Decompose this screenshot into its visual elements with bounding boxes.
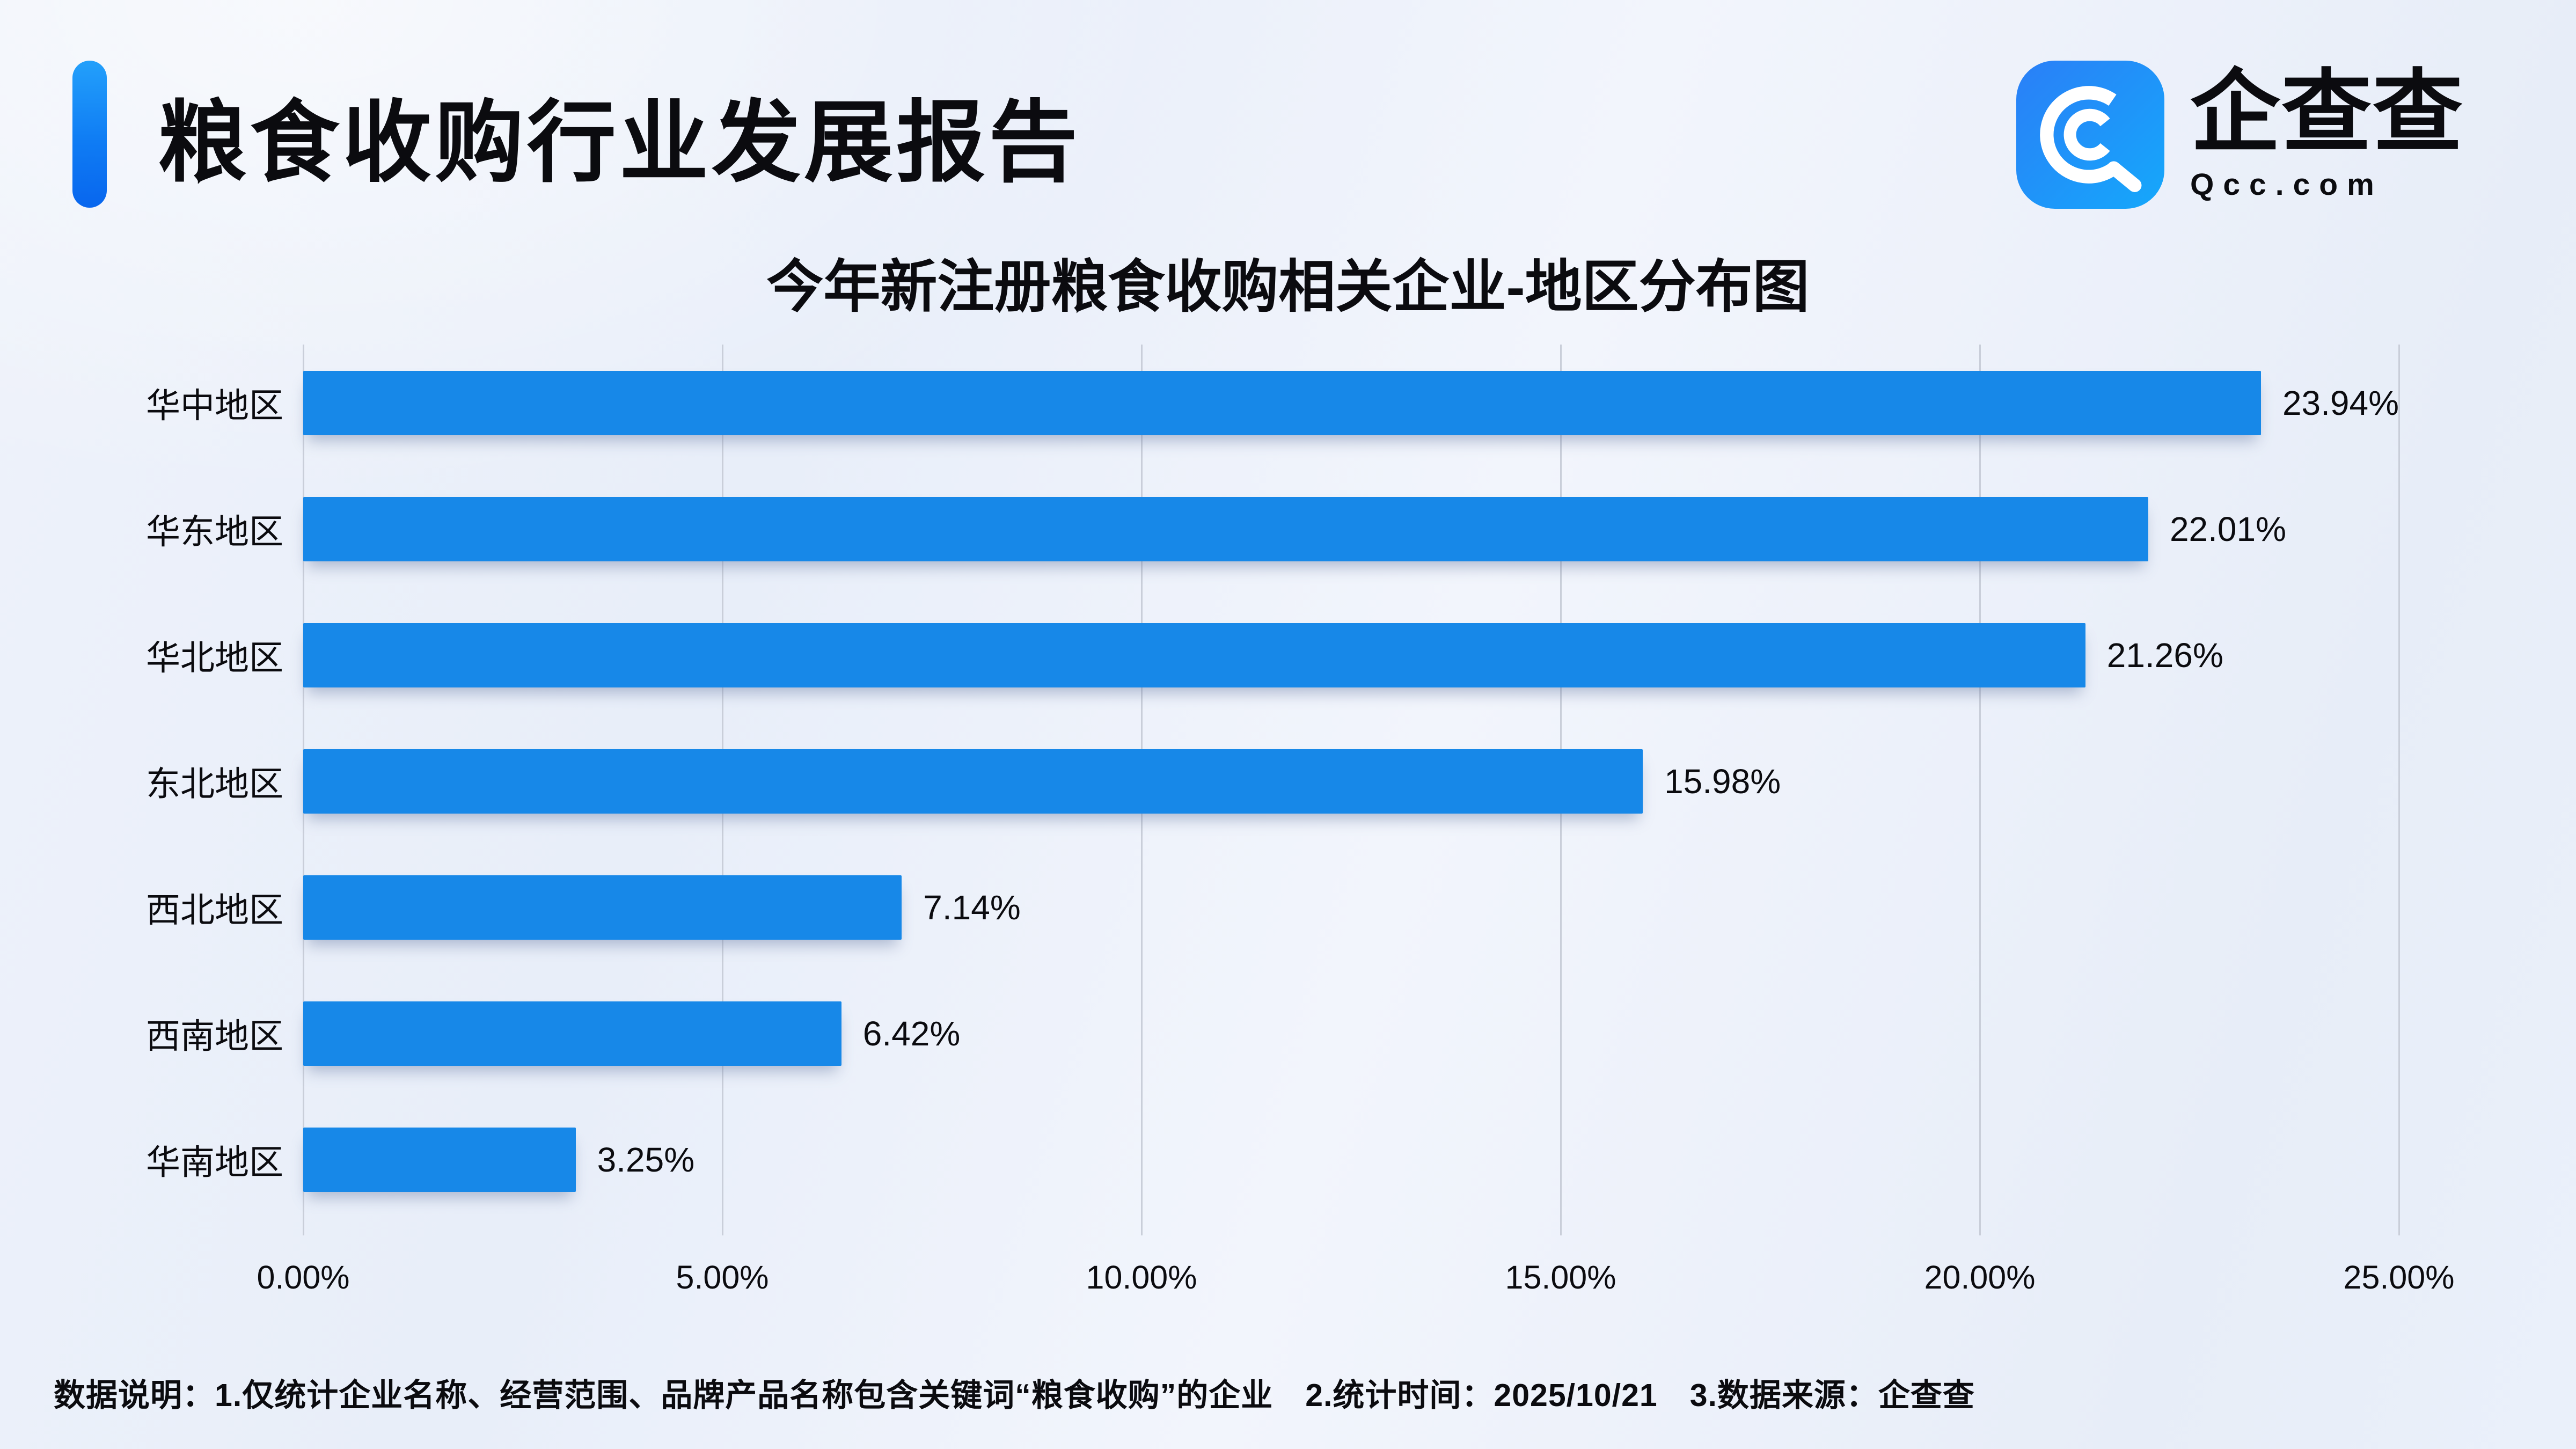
gridline [2398, 345, 2400, 1235]
bar [303, 1127, 576, 1192]
chart-row: 西北地区 7.14% [0, 844, 2576, 970]
brand-logo: 企查查 Qcc.com [2016, 61, 2464, 209]
report-header: 粮食收购行业发展报告 [72, 61, 1081, 208]
x-tick-label: 0.00% [257, 1259, 350, 1296]
bar [303, 623, 2085, 687]
bar [303, 749, 1643, 814]
chart-title: 今年新注册粮食收购相关企业-地区分布图 [766, 255, 1810, 319]
x-tick-label: 25.00% [2343, 1259, 2455, 1296]
chart-row: 华南地区 3.25% [0, 1096, 2576, 1223]
category-label: 西北地区 [146, 890, 283, 930]
value-label: 22.01% [2169, 509, 2287, 548]
bar-track: 15.98% [303, 749, 2399, 814]
category-label: 华中地区 [146, 386, 283, 425]
chart-row: 东北地区 15.98% [0, 718, 2576, 844]
x-tick-label: 10.00% [1086, 1259, 1197, 1296]
value-label: 15.98% [1664, 762, 1781, 801]
qcc-spiral-magnifier-icon [2016, 61, 2164, 209]
category-label: 西南地区 [146, 1016, 283, 1056]
bar-track: 7.14% [303, 875, 2399, 940]
value-label: 7.14% [923, 888, 1021, 927]
x-axis: 0.00% 5.00% 10.00% 15.00% 20.00% 25.00% [257, 1258, 2455, 1307]
chart-row: 西南地区 6.42% [0, 970, 2576, 1096]
title-accent-bar [72, 61, 107, 208]
bar-track: 22.01% [303, 496, 2399, 561]
bar [303, 1001, 841, 1066]
bar-track: 23.94% [303, 370, 2399, 435]
gridline [1979, 345, 1981, 1235]
category-label: 华东地区 [146, 512, 283, 551]
bar [303, 875, 902, 940]
report-title: 粮食收购行业发展报告 [158, 93, 1081, 193]
footer-note: 数据说明：1.仅统计企业名称、经营范围、品牌产品名称包含关键词“粮食收购”的企业… [54, 1378, 1975, 1413]
bar [303, 370, 2261, 435]
brand-text: 企查查 Qcc.com [2190, 67, 2464, 202]
value-label: 21.26% [2106, 635, 2223, 675]
category-label: 华南地区 [146, 1143, 283, 1182]
x-tick-label: 5.00% [676, 1259, 769, 1296]
brand-domain: Qcc.com [2190, 167, 2383, 202]
bar [303, 496, 2148, 561]
value-label: 23.94% [2282, 383, 2399, 422]
category-label: 华北地区 [146, 638, 283, 677]
value-label: 3.25% [597, 1140, 695, 1179]
bar-track: 21.26% [303, 623, 2399, 687]
bar-track: 3.25% [303, 1127, 2399, 1192]
brand-name: 企查查 [2190, 62, 2464, 163]
chart-row: 华北地区 21.26% [0, 592, 2576, 718]
x-tick-label: 20.00% [1924, 1259, 2036, 1296]
x-tick-label: 15.00% [1505, 1259, 1616, 1296]
bar-track: 6.42% [303, 1001, 2399, 1066]
chart-row: 华东地区 22.01% [0, 466, 2576, 592]
bar-chart: 华中地区 23.94% 华东地区 22.01% 华北地区 21.26% 东北地区 15.98%… [0, 340, 2576, 1223]
category-label: 东北地区 [146, 764, 283, 803]
chart-row: 华中地区 23.94% [0, 340, 2576, 466]
value-label: 6.42% [862, 1014, 961, 1053]
